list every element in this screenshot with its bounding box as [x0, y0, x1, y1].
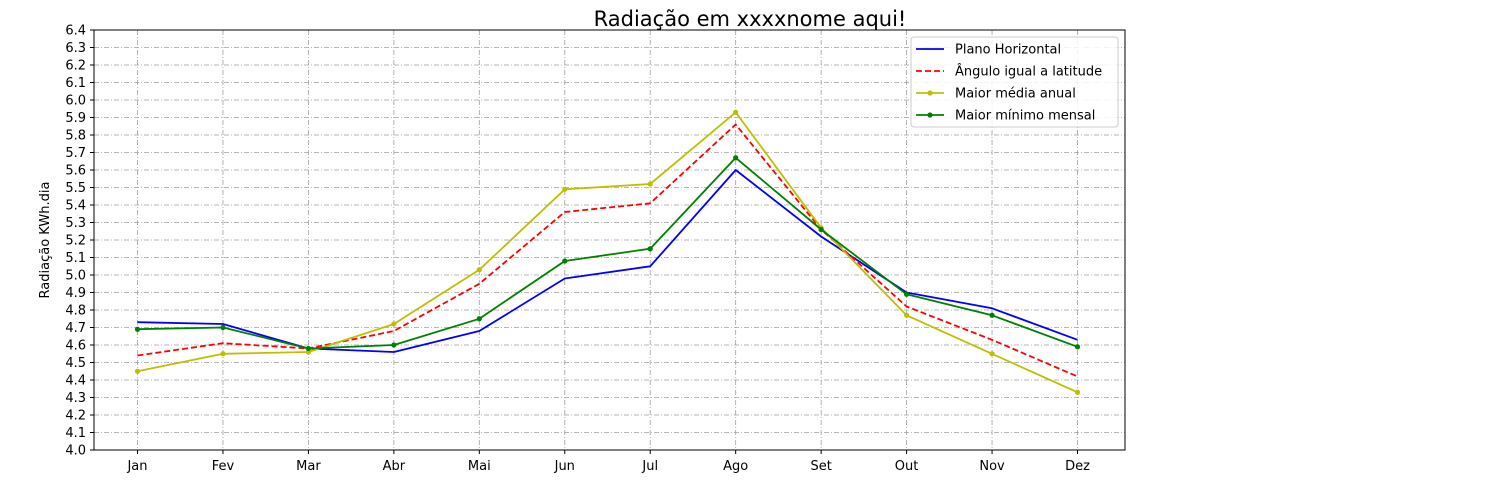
data-point: [134, 326, 141, 332]
data-point: [903, 291, 910, 297]
data-point: [562, 258, 568, 264]
data-point: [903, 312, 910, 318]
data-point: [733, 155, 739, 161]
x-tick-label: Nov: [979, 459, 1005, 474]
chart-title: Radiação em xxxxnome aqui!: [594, 7, 907, 31]
x-tick-label: Mai: [468, 459, 491, 474]
y-tick-label: 4.6: [65, 339, 86, 354]
y-tick-label: 5.8: [65, 129, 86, 144]
series-2: [137, 123, 1078, 378]
legend-box: [910, 36, 1119, 128]
y-tick-label: 5.3: [65, 216, 86, 231]
legend-item: Ângulo igual a latitude: [916, 64, 1102, 80]
x-tick-label: Jul: [641, 459, 658, 474]
y-tick-label: 6.4: [65, 24, 86, 39]
data-point: [220, 324, 226, 331]
data-point: [647, 181, 653, 187]
series-line: [137, 111, 1078, 394]
data-point: [989, 351, 995, 357]
legend-item: Plano Horizontal: [916, 43, 1061, 58]
data-point: [989, 312, 995, 318]
data-point: [134, 368, 141, 374]
x-tick-label: Set: [810, 459, 831, 474]
data-point: [1074, 344, 1081, 350]
x-tick-label: Fev: [212, 459, 235, 474]
legend-label: Plano Horizontal: [955, 43, 1061, 58]
series-1: [137, 169, 1078, 353]
y-tick-label: 4.8: [65, 304, 86, 319]
legend-label: Maior média anual: [955, 87, 1076, 102]
y-axis-label: Radiação KWh.dia: [38, 182, 53, 299]
x-tick-label: Jun: [554, 459, 575, 474]
series-line: [137, 156, 1078, 350]
y-tick-label: 6.3: [65, 41, 86, 56]
data-point: [476, 267, 482, 273]
y-tick-label: 4.1: [65, 426, 86, 441]
x-tick-label: Dez: [1065, 459, 1090, 474]
legend-marker: [927, 90, 933, 96]
y-tick-label: 5.1: [65, 251, 86, 266]
data-point: [476, 316, 482, 322]
y-tick-label: 4.3: [65, 391, 86, 406]
y-tick-label: 5.9: [65, 111, 86, 126]
y-tick-label: 5.4: [65, 199, 86, 214]
y-tick-label: 4.9: [65, 286, 86, 301]
data-point: [220, 351, 226, 357]
series-4: [134, 155, 1081, 352]
legend-marker: [927, 112, 933, 118]
y-tick-label: 5.7: [65, 146, 86, 161]
y-tick-label: 4.4: [65, 374, 86, 389]
series-layer: [134, 109, 1081, 395]
x-axis: Jan Fev Mar Abr Mai Jun Jul Ago Set Out Nov Dez: [126, 450, 1090, 474]
data-point: [391, 321, 397, 327]
legend: Plano Horizontal Ângulo igual a latitude M…: [910, 36, 1119, 128]
y-tick-label: 5.2: [65, 234, 86, 249]
data-point: [647, 246, 653, 252]
x-tick-label: Ago: [723, 459, 748, 474]
legend-label: Ângulo igual a latitude: [955, 64, 1102, 80]
y-tick-label: 6.1: [65, 76, 86, 91]
y-tick-label: 4.2: [65, 409, 86, 424]
y-tick-label: 5.6: [65, 164, 86, 179]
y-tick-label: 6.0: [65, 94, 86, 109]
y-axis: 4.0 4.1 4.2 4.3 4.4 4.5 4.6 4.7 4.8 4.9 5.0 5.1 5.2 5…: [65, 24, 94, 459]
series-line: [137, 169, 1078, 353]
series-line: [137, 123, 1078, 378]
data-point: [733, 109, 739, 115]
legend-item: Maior média anual: [916, 87, 1076, 102]
data-point: [391, 342, 397, 348]
y-tick-label: 6.2: [65, 59, 86, 74]
y-tick-label: 4.0: [65, 444, 86, 459]
data-point: [1074, 389, 1081, 395]
y-tick-label: 5.5: [65, 181, 86, 196]
y-tick-label: 4.7: [65, 321, 86, 336]
data-point: [818, 226, 824, 233]
legend-label: Maior mínimo mensal: [955, 109, 1095, 124]
x-tick-label: Jan: [126, 459, 147, 474]
x-tick-label: Out: [895, 459, 919, 474]
y-tick-label: 5.0: [65, 269, 86, 284]
legend-item: Maior mínimo mensal: [916, 109, 1095, 124]
x-tick-label: Abr: [383, 459, 406, 474]
x-tick-label: Mar: [296, 459, 321, 474]
data-point: [562, 186, 568, 192]
y-tick-label: 4.5: [65, 356, 86, 371]
data-point: [305, 345, 312, 352]
